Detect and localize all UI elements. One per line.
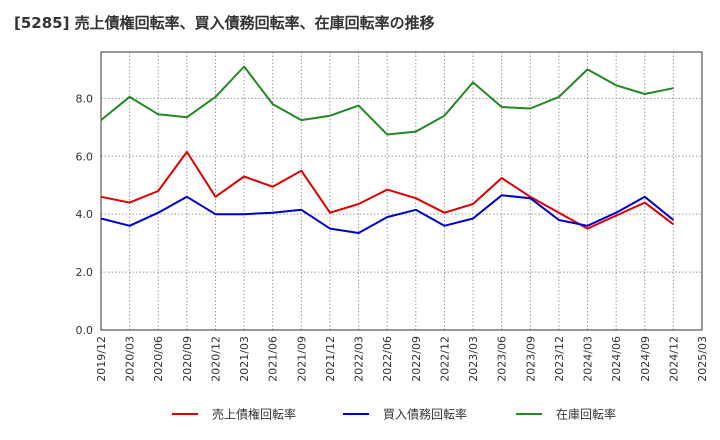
x-tick-label: 2022/09 bbox=[410, 336, 423, 382]
y-tick-label: 4.0 bbox=[76, 208, 94, 221]
x-tick-label: 2021/03 bbox=[238, 336, 251, 382]
x-tick-label: 2024/06 bbox=[610, 336, 623, 382]
x-tick-label: 2022/03 bbox=[353, 336, 366, 382]
x-tick-label: 2021/12 bbox=[324, 336, 337, 382]
x-tick-label: 2024/09 bbox=[639, 336, 652, 382]
series-line-3 bbox=[100, 65, 674, 136]
x-tick-label: 2021/09 bbox=[295, 336, 308, 382]
legend-label-2: 買入債務回転率 bbox=[383, 407, 467, 422]
x-tick-label: 2023/12 bbox=[553, 336, 566, 382]
axes-layer: 0.0 2.0 4.0 6.0 8.0 2019/12 2020/03 2020/06 2020… bbox=[76, 51, 709, 382]
x-tick-label: 2023/09 bbox=[524, 336, 537, 382]
x-tick-label: 2020/03 bbox=[124, 336, 137, 382]
x-tick-label: 2020/12 bbox=[209, 336, 222, 382]
x-tick-label: 2022/12 bbox=[438, 336, 451, 382]
series-layer bbox=[100, 65, 675, 234]
chart-title: [5285] 売上債権回転率、買入債務回転率、在庫回転率の推移 bbox=[14, 14, 435, 32]
x-tick-label: 2021/06 bbox=[267, 336, 280, 382]
legend-label-3: 在庫回転率 bbox=[556, 407, 616, 422]
x-tick-label: 2020/09 bbox=[181, 336, 194, 382]
x-tick-label: 2025/03 bbox=[696, 336, 709, 382]
x-tick-label: 2023/06 bbox=[496, 336, 509, 382]
plot-area-border bbox=[100, 51, 703, 331]
series-line-2 bbox=[100, 194, 675, 234]
x-tick-label: 2023/03 bbox=[467, 336, 480, 382]
x-tick-label: 2020/06 bbox=[152, 336, 165, 382]
x-tick-label: 2024/03 bbox=[582, 336, 595, 382]
x-tick-label: 2022/06 bbox=[381, 336, 394, 382]
legend-label-1: 売上債権回転率 bbox=[212, 407, 296, 422]
y-tick-label: 0.0 bbox=[76, 324, 94, 337]
y-tick-label: 2.0 bbox=[76, 266, 94, 279]
y-tick-label: 8.0 bbox=[76, 92, 94, 105]
y-tick-label: 6.0 bbox=[76, 150, 94, 163]
legend: 売上債権回転率 買入債務回転率 在庫回転率 bbox=[172, 407, 616, 422]
x-tick-label: 2024/12 bbox=[667, 336, 680, 382]
x-tick-label: 2019/12 bbox=[95, 336, 108, 382]
grid-layer bbox=[100, 52, 703, 331]
